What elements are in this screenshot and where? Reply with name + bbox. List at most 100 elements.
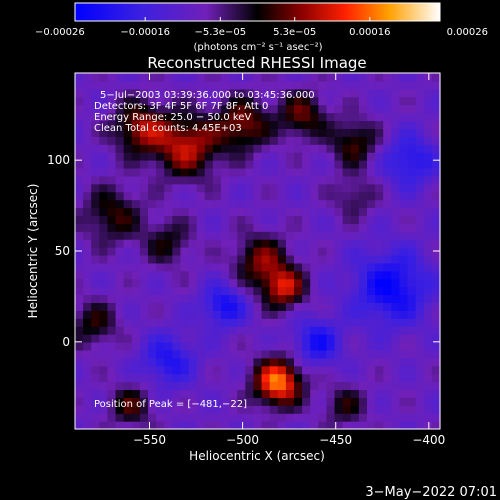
- heatmap-cell: [148, 167, 157, 177]
- heatmap-cell: [221, 373, 230, 383]
- heatmap-cell: [407, 341, 417, 351]
- heatmap-cell: [245, 389, 255, 398]
- heatmap-cell: [277, 144, 287, 153]
- heatmap-cell: [107, 136, 117, 145]
- heatmap-cell: [399, 294, 409, 304]
- heatmap-cell: [196, 373, 206, 383]
- heatmap-cell: [342, 231, 352, 240]
- heatmap-cell: [172, 381, 182, 391]
- heatmap-cell: [148, 421, 157, 430]
- heatmap-cell: [326, 175, 336, 185]
- heatmap-cell: [269, 373, 279, 383]
- heatmap-cell: [383, 215, 392, 224]
- heatmap-cell: [123, 160, 133, 169]
- heatmap-cell: [148, 104, 157, 114]
- heatmap-cell: [212, 223, 222, 232]
- heatmap-cell: [423, 334, 433, 343]
- heatmap-cell: [123, 373, 133, 383]
- heatmap-cell: [261, 215, 271, 224]
- heatmap-cell: [229, 373, 238, 383]
- heatmap-cell: [253, 262, 263, 272]
- heatmap-cell: [342, 397, 352, 406]
- heatmap-cell: [261, 302, 271, 311]
- heatmap-cell: [148, 326, 157, 335]
- heatmap-cell: [188, 152, 198, 161]
- heatmap-cell: [148, 120, 157, 129]
- heatmap-cell: [367, 247, 376, 256]
- heatmap-cell: [367, 73, 376, 82]
- heatmap-cell: [91, 262, 100, 272]
- heatmap-cell: [269, 144, 279, 153]
- heatmap-cell: [302, 207, 311, 216]
- heatmap-cell: [294, 80, 303, 90]
- heatmap-cell: [131, 318, 141, 327]
- heatmap-cell: [399, 96, 409, 106]
- heatmap-cell: [358, 175, 368, 185]
- heatmap-cell: [367, 88, 376, 98]
- heatmap-cell: [237, 262, 246, 272]
- heatmap-cell: [91, 294, 100, 304]
- heatmap-cell: [294, 231, 303, 240]
- heatmap-cell: [367, 397, 376, 406]
- heatmap-cell: [99, 231, 109, 240]
- heatmap-cell: [123, 421, 133, 430]
- heatmap-cell: [245, 167, 255, 177]
- heatmap-cell: [310, 191, 319, 201]
- heatmap-cell: [212, 389, 222, 398]
- heatmap-cell: [99, 223, 109, 232]
- heatmap-cell: [131, 183, 141, 193]
- heatmap-cell: [237, 215, 246, 224]
- heatmap-cell: [391, 278, 401, 288]
- heatmap-cell: [91, 389, 100, 398]
- heatmap-cell: [83, 247, 92, 256]
- heatmap-cell: [139, 302, 149, 311]
- heatmap-cell: [148, 413, 157, 422]
- heatmap-cell: [221, 231, 230, 240]
- heatmap-cell: [383, 136, 392, 145]
- heatmap-cell: [148, 341, 157, 351]
- heatmap-cell: [253, 223, 263, 232]
- heatmap-cell: [75, 381, 84, 391]
- heatmap-cell: [139, 397, 149, 406]
- heatmap-cell: [221, 397, 230, 406]
- heatmap-cell: [350, 310, 360, 319]
- heatmap-cell: [383, 191, 392, 201]
- heatmap-cell: [367, 413, 376, 422]
- heatmap-cell: [115, 183, 125, 193]
- heatmap-cell: [188, 413, 198, 422]
- colorbar-unit-label: (photons cm⁻² s⁻¹ asec⁻²): [193, 42, 322, 53]
- heatmap-cell: [172, 286, 182, 296]
- heatmap-cell: [383, 160, 392, 169]
- heatmap-cell: [407, 397, 417, 406]
- heatmap-cell: [277, 373, 287, 383]
- heatmap-cell: [212, 381, 222, 391]
- heatmap-cell: [221, 365, 230, 375]
- heatmap-cell: [131, 80, 141, 90]
- heatmap-cell: [148, 365, 157, 375]
- heatmap-cell: [180, 326, 190, 335]
- heatmap-cell: [180, 318, 190, 327]
- heatmap-cell: [188, 262, 198, 272]
- heatmap-cell: [83, 128, 92, 137]
- heatmap-cell: [107, 326, 117, 335]
- heatmap-cell: [172, 160, 182, 169]
- heatmap-cell: [229, 397, 238, 406]
- heatmap-cell: [318, 175, 328, 185]
- heatmap-cell: [358, 270, 368, 280]
- heatmap-cell: [318, 270, 328, 280]
- heatmap-cell: [334, 104, 344, 114]
- heatmap-cell: [407, 112, 417, 122]
- heatmap-cell: [399, 144, 409, 153]
- heatmap-cell: [415, 136, 425, 145]
- heatmap-cell: [261, 413, 271, 422]
- heatmap-cell: [310, 302, 319, 311]
- heatmap-cell: [148, 136, 157, 145]
- heatmap-cell: [375, 247, 384, 256]
- heatmap-cell: [91, 365, 100, 375]
- heatmap-cell: [302, 421, 311, 430]
- heatmap-cell: [123, 381, 133, 391]
- heatmap-cell: [131, 152, 141, 161]
- heatmap-cell: [423, 286, 433, 296]
- heatmap-cell: [164, 112, 173, 122]
- heatmap-cell: [342, 191, 352, 201]
